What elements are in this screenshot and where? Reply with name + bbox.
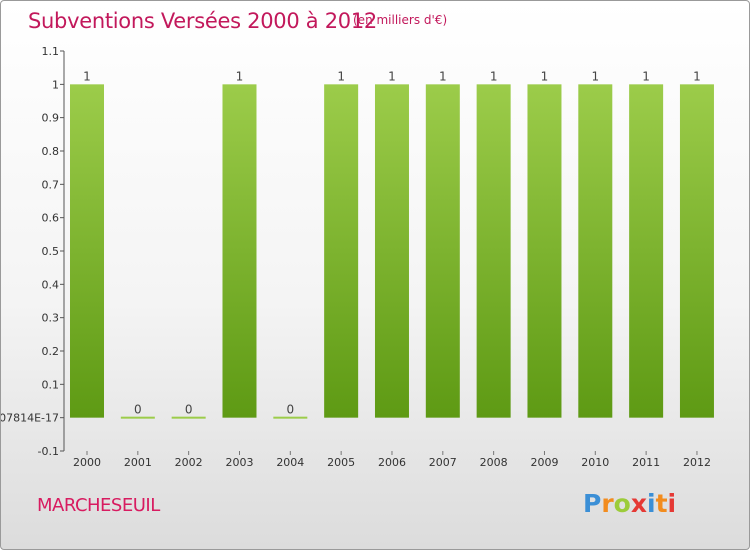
data-label: 1 [642,69,650,83]
x-tick-label: 2012 [683,456,711,469]
data-label: 0 [134,403,142,417]
x-tick-label: 2011 [632,456,660,469]
bar[interactable] [629,84,664,418]
y-tick-label: 0.1 [42,378,60,391]
x-tick-label: 2003 [225,456,253,469]
axis-layer: 1.1 1 0.9 0.8 0.7 0.6 0.5 0.4 0.3 0.2 0.1 -1.387778… [1,45,711,469]
x-tick-label: 2008 [480,456,508,469]
bar[interactable] [578,84,613,418]
data-label: 1 [591,69,599,83]
data-label: 1 [388,69,396,83]
x-tick-label: 2004 [276,456,304,469]
data-label: 1 [236,69,244,83]
y-tick-label: 0.3 [42,312,60,325]
bar[interactable] [324,84,359,418]
y-tick-label: 0.6 [42,212,60,225]
chart-title: Subventions Versées 2000 à 2012 [28,9,377,33]
x-tick-label: 2001 [124,456,152,469]
y-tick-label: 0.8 [42,145,60,158]
bar[interactable] [273,416,308,419]
x-tick-label: 2005 [327,456,355,469]
data-label: 1 [83,69,91,83]
bar[interactable] [374,84,409,418]
bar[interactable] [679,84,714,418]
y-tick-label: 1 [52,78,59,91]
y-tick-label: 1.1 [42,45,60,58]
x-tick-label: 2000 [73,456,101,469]
bar[interactable] [222,84,257,418]
data-label: 1 [541,69,549,83]
y-tick-label: -1.3877787807814E-17 [1,412,59,425]
x-tick-label: 2002 [175,456,203,469]
x-tick-label: 2009 [530,456,558,469]
y-tick-label: 0.9 [42,112,60,125]
data-label: 1 [337,69,345,83]
bar[interactable] [527,84,562,418]
data-label: 1 [439,69,447,83]
y-tick-label: 0.4 [42,278,60,291]
labels-layer: 1 0 0 1 0 1 1 1 1 1 1 1 1 [83,69,701,416]
bar[interactable] [476,84,511,418]
x-tick-label: 2006 [378,456,406,469]
bars-layer [70,84,714,419]
y-tick-label: 0.5 [42,245,60,258]
commune-name: MARCHESEUIL [37,495,160,516]
data-label: 1 [693,69,701,83]
x-tick-label: 2010 [581,456,609,469]
y-tick-label: -0.1 [38,445,59,458]
unit-note: (en milliers d'€) [353,13,448,27]
data-label: 0 [286,403,294,417]
data-label: 1 [490,69,498,83]
bar[interactable] [70,84,104,418]
y-tick-label: 0.7 [42,178,60,191]
y-tick-label: 0.2 [42,345,60,358]
bar[interactable] [171,416,206,419]
data-label: 0 [185,403,193,417]
bar[interactable] [120,416,155,419]
x-tick-label: 2007 [429,456,457,469]
bar[interactable] [425,84,460,418]
proxiti-logo[interactable]: Proxiti [583,489,677,518]
